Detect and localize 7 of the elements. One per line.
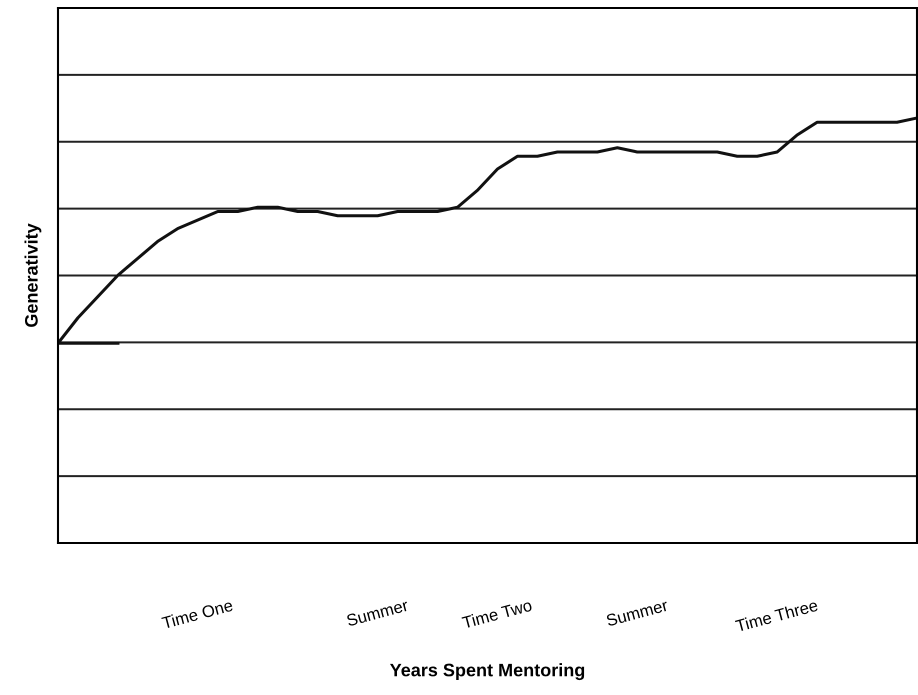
x-axis-title: Years Spent Mentoring xyxy=(390,663,584,680)
x-tick-label: Summer xyxy=(606,599,669,626)
y-axis-title: Generativity xyxy=(24,223,42,327)
x-tick-label: Time One xyxy=(161,598,234,630)
x-tick-label: Time Three xyxy=(734,598,818,632)
x-tick-label: Summer xyxy=(346,599,409,626)
x-tick-label: Time Two xyxy=(461,598,532,629)
